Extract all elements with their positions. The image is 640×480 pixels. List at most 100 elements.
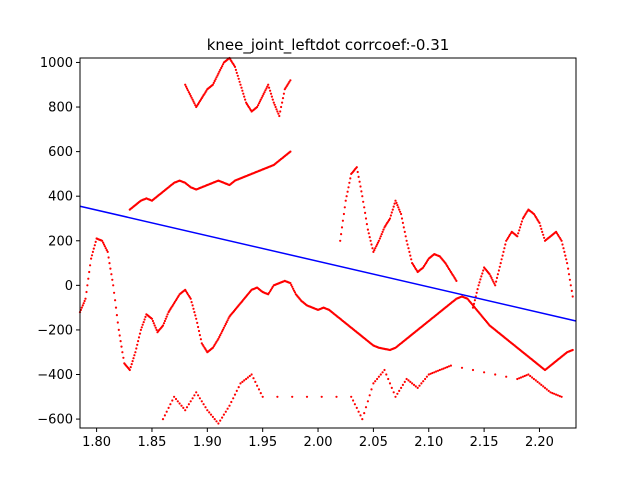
- data-point: [233, 393, 237, 396]
- data-point: [193, 102, 196, 105]
- data-point: [135, 347, 138, 350]
- data-point: [218, 335, 221, 339]
- data-point: [568, 278, 572, 281]
- data-point: [193, 311, 196, 314]
- data-point: [197, 394, 200, 397]
- data-point: [347, 186, 350, 189]
- x-tick-label: 2.15: [470, 435, 499, 450]
- data-point: [211, 415, 214, 418]
- data-point: [221, 328, 225, 331]
- data-point: [198, 334, 201, 337]
- data-point: [478, 281, 481, 284]
- data-point: [112, 284, 115, 287]
- data-point: [529, 374, 532, 378]
- data-point: [209, 413, 213, 416]
- data-point: [225, 321, 228, 324]
- data-point: [446, 366, 449, 369]
- data-point: [378, 237, 381, 240]
- data-point: [268, 86, 271, 89]
- data-point: [228, 404, 231, 407]
- data-point: [396, 392, 399, 395]
- data-point: [191, 397, 194, 400]
- data-point: [193, 394, 196, 397]
- data-point: [404, 235, 407, 238]
- data-point: [217, 422, 220, 425]
- data-point: [394, 395, 397, 398]
- data-point: [361, 418, 364, 421]
- data-point: [227, 317, 230, 320]
- data-point: [549, 391, 552, 394]
- data-point: [407, 247, 410, 250]
- data-point: [399, 210, 402, 213]
- data-point: [518, 377, 521, 380]
- data-point: [424, 377, 427, 381]
- x-tick-label: 1.85: [137, 435, 166, 450]
- data-point: [355, 166, 358, 169]
- data-point: [204, 406, 207, 409]
- data-point: [518, 229, 521, 232]
- data-point: [540, 227, 543, 230]
- data-point: [281, 97, 285, 100]
- data-point: [410, 258, 413, 261]
- data-point: [543, 386, 547, 389]
- data-point: [289, 79, 292, 82]
- data-point: [108, 262, 111, 265]
- data-point: [305, 395, 309, 398]
- data-point: [567, 273, 571, 276]
- data-point: [241, 380, 244, 383]
- data-point: [154, 326, 157, 329]
- data-point: [569, 284, 572, 287]
- data-point: [110, 273, 113, 276]
- data-point: [371, 247, 374, 250]
- data-point: [519, 223, 523, 226]
- x-tick-label: 1.90: [193, 435, 222, 450]
- data-point: [189, 94, 192, 97]
- data-point: [449, 364, 452, 367]
- data-point: [566, 262, 569, 265]
- data-point: [169, 403, 172, 406]
- data-point: [380, 233, 383, 236]
- data-point: [151, 319, 154, 323]
- data-point: [489, 275, 492, 278]
- data-point: [87, 277, 90, 280]
- data-point: [516, 377, 519, 381]
- data-point: [90, 257, 93, 260]
- data-point: [340, 233, 343, 236]
- data-point: [534, 379, 537, 382]
- x-tick-label: 2.20: [525, 435, 554, 450]
- data-point: [241, 89, 244, 92]
- data-point: [142, 321, 145, 324]
- data-point: [213, 79, 216, 83]
- data-point: [365, 223, 368, 226]
- data-point: [194, 314, 197, 317]
- data-point: [194, 104, 197, 107]
- data-point: [376, 241, 380, 244]
- data-point: [349, 177, 352, 180]
- data-point: [114, 299, 117, 302]
- x-tick-label: 2.10: [414, 435, 443, 450]
- data-point: [235, 71, 238, 74]
- data-point: [504, 243, 507, 246]
- data-point: [257, 388, 261, 391]
- data-point: [195, 391, 198, 394]
- data-point: [366, 400, 369, 403]
- data-point: [217, 337, 220, 340]
- data-point: [115, 314, 118, 317]
- data-point: [523, 374, 526, 378]
- data-point: [547, 389, 550, 392]
- data-point: [114, 306, 118, 309]
- data-point: [250, 373, 253, 376]
- data-point: [161, 418, 165, 421]
- data-point: [291, 395, 294, 398]
- data-point: [396, 204, 399, 207]
- data-point: [372, 382, 375, 385]
- data-point: [562, 247, 565, 250]
- data-point: [246, 376, 249, 379]
- data-point: [279, 110, 282, 113]
- data-point: [359, 185, 362, 188]
- data-point: [178, 402, 181, 405]
- data-point: [488, 273, 491, 276]
- data-point: [418, 384, 421, 387]
- data-point: [531, 376, 534, 379]
- data-point: [152, 322, 155, 325]
